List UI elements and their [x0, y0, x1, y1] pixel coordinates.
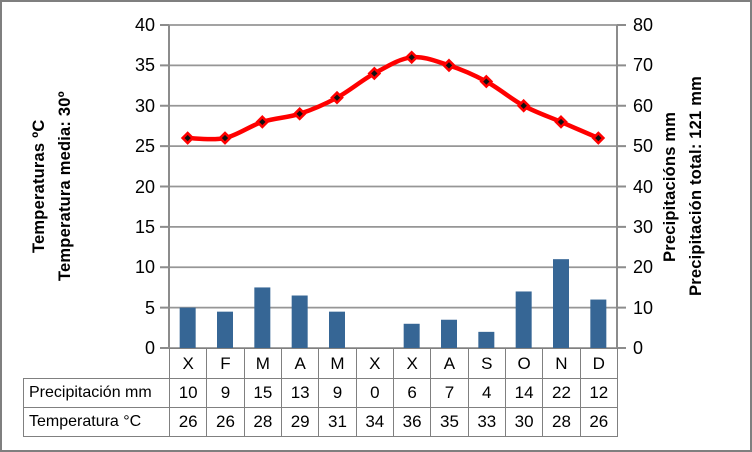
temperature-marker — [367, 66, 382, 81]
temperature-marker — [591, 131, 606, 145]
chart-data-table: X F M A M X X A S O N D Precipitación mm 10 9 15 13 9 0 6 7 4… — [23, 348, 618, 437]
table-value-cell: 33 — [467, 407, 506, 437]
table-value-cell: 30 — [504, 407, 544, 437]
table-row: Precipitación mm 10 9 15 13 9 0 6 7 4 14 22 12 — [23, 378, 618, 408]
precipitation-bar — [590, 299, 607, 348]
table-row-label: Temperatura °C — [23, 407, 170, 437]
month-cell: X — [168, 348, 208, 379]
right-axis-tick-label: 10 — [633, 297, 654, 318]
precipitation-bar — [553, 259, 569, 348]
right-axis-tick-label: 50 — [633, 136, 654, 157]
temperature-line — [185, 54, 601, 142]
table-value-cell: 26 — [168, 407, 208, 437]
month-cell: M — [318, 348, 357, 379]
temperature-marker — [292, 106, 307, 121]
right-axis-title-line2: Precipitación total: 121 mm — [687, 76, 705, 297]
right-axis-tick-label: 40 — [633, 176, 654, 197]
left-axis-tick-label: 10 — [134, 257, 155, 278]
table-value-cell: 31 — [318, 407, 357, 437]
table-value-cell: 26 — [206, 407, 245, 437]
right-axis-tick-label: 80 — [633, 15, 654, 35]
table-value-cell: 12 — [579, 378, 618, 408]
temperature-marker — [404, 50, 419, 65]
right-axis-tick-label: 70 — [633, 55, 654, 76]
table-value-cell: 7 — [430, 378, 469, 408]
left-axis-tick-label: 5 — [144, 297, 155, 318]
table-value-cell: 28 — [243, 407, 282, 437]
precipitation-bar — [254, 287, 271, 348]
precipitation-bar — [179, 307, 196, 348]
left-axis-title-line2: Temperatura media: 30º — [56, 91, 74, 282]
left-axis-tick-label: 20 — [134, 176, 155, 197]
table-value-cell: 36 — [392, 407, 432, 437]
month-cell: O — [504, 348, 544, 379]
table-value-cell: 34 — [355, 407, 394, 437]
right-axis-tick-label: 0 — [633, 338, 644, 358]
temperature-marker — [218, 131, 232, 145]
table-value-cell: 10 — [168, 378, 208, 408]
left-axis-tick-label: 35 — [134, 55, 155, 76]
table-value-cell: 4 — [467, 378, 506, 408]
table-value-cell: 22 — [542, 378, 581, 408]
table-value-cell: 6 — [392, 378, 432, 408]
table-value-cell: 15 — [243, 378, 282, 408]
month-cell: X — [392, 348, 432, 379]
left-axis-title: Temperaturas ºC Temperatura media: 30º — [26, 25, 80, 348]
table-value-cell: 29 — [280, 407, 320, 437]
right-axis-tick-label: 60 — [633, 95, 654, 116]
temperature-marker — [516, 98, 531, 113]
month-cell: S — [467, 348, 506, 379]
table-value-cell: 35 — [430, 407, 469, 437]
temperature-marker — [180, 131, 195, 145]
table-value-cell: 0 — [355, 378, 394, 408]
table-value-cell: 14 — [504, 378, 544, 408]
precipitation-bar — [403, 323, 420, 348]
left-axis-tick-label: 30 — [134, 95, 155, 116]
month-cell: F — [206, 348, 245, 379]
temperature-marker — [554, 115, 568, 129]
precipitation-bar — [217, 311, 233, 348]
table-value-cell: 9 — [206, 378, 245, 408]
left-axis-title-line1: Temperaturas ºC — [30, 119, 48, 254]
month-cell: A — [280, 348, 320, 379]
precipitation-bar — [291, 295, 308, 348]
left-axis-tick-label: 40 — [134, 15, 155, 35]
temperature-marker — [255, 115, 270, 129]
table-value-cell: 26 — [579, 407, 618, 437]
table-corner-spacer — [24, 349, 170, 379]
month-cell: M — [243, 348, 282, 379]
precipitation-bar — [441, 319, 457, 348]
right-axis-tick-label: 20 — [633, 257, 654, 278]
temperature-marker — [330, 90, 344, 105]
right-axis-tick-label: 30 — [633, 216, 654, 237]
table-row: Temperatura °C 26 26 28 29 31 34 36 35 33 30 28 26 — [23, 407, 618, 437]
left-axis-tick-label: 25 — [134, 136, 155, 157]
month-cell: X — [355, 348, 394, 379]
table-row-label: Precipitación mm — [23, 378, 170, 408]
precipitation-bar — [478, 331, 495, 348]
temperature-marker — [442, 58, 456, 73]
left-axis-tick-label: 0 — [144, 338, 155, 358]
month-cell: A — [430, 348, 469, 379]
precipitation-bar — [515, 291, 532, 348]
month-cell: D — [579, 348, 618, 379]
table-value-cell: 9 — [318, 378, 357, 408]
month-cell: N — [542, 348, 581, 379]
table-value-cell: 28 — [542, 407, 581, 437]
precipitation-bar — [329, 311, 345, 348]
temperature-marker — [479, 74, 494, 89]
left-axis-tick-label: 15 — [134, 216, 155, 237]
table-value-cell: 13 — [280, 378, 320, 408]
